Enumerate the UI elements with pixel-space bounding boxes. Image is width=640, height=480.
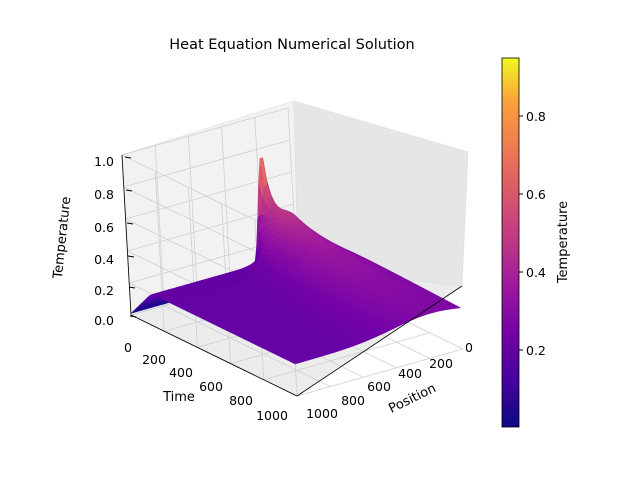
colorbar-tick-label: 0.8 <box>526 109 546 124</box>
y-axis-label: Time <box>162 390 195 405</box>
colorbar: 0.2 0.4 0.6 0.8 Temperature <box>502 58 571 427</box>
x-tick-label: 600 <box>367 379 391 394</box>
colorbar-tick-label: 0.2 <box>526 343 546 358</box>
chart-title: Heat Equation Numerical Solution <box>169 37 414 53</box>
y-tick-label: 200 <box>142 352 166 367</box>
y-tick-label: 400 <box>169 365 193 380</box>
colorbar-tick-label: 0.6 <box>526 187 546 202</box>
z-tick-label: 0.6 <box>94 220 114 235</box>
z-tick-label: 0.0 <box>94 313 114 328</box>
y-tick-label: 1000 <box>256 408 288 423</box>
x-tick-label: 800 <box>341 393 365 408</box>
colorbar-gradient <box>502 58 519 427</box>
z-tick-label: 0.4 <box>94 252 114 267</box>
z-tick-label: 0.2 <box>94 283 114 298</box>
z-tick-label: 0.8 <box>94 187 114 202</box>
y-tick-label: 600 <box>199 379 223 394</box>
x-tick-label: 0 <box>465 340 473 355</box>
z-tick-label: 1.0 <box>94 154 114 169</box>
colorbar-label: Temperature <box>556 201 571 284</box>
x-tick-label: 1000 <box>306 406 338 421</box>
x-tick-label: 400 <box>398 366 422 381</box>
y-tick-label: 800 <box>229 393 253 408</box>
x-tick-label: 200 <box>429 356 453 371</box>
y-tick-label: 0 <box>124 340 132 355</box>
x-axis-label: Position <box>386 381 438 417</box>
colorbar-tick-label: 0.4 <box>526 265 546 280</box>
z-axis-label: Temperature <box>51 196 75 280</box>
